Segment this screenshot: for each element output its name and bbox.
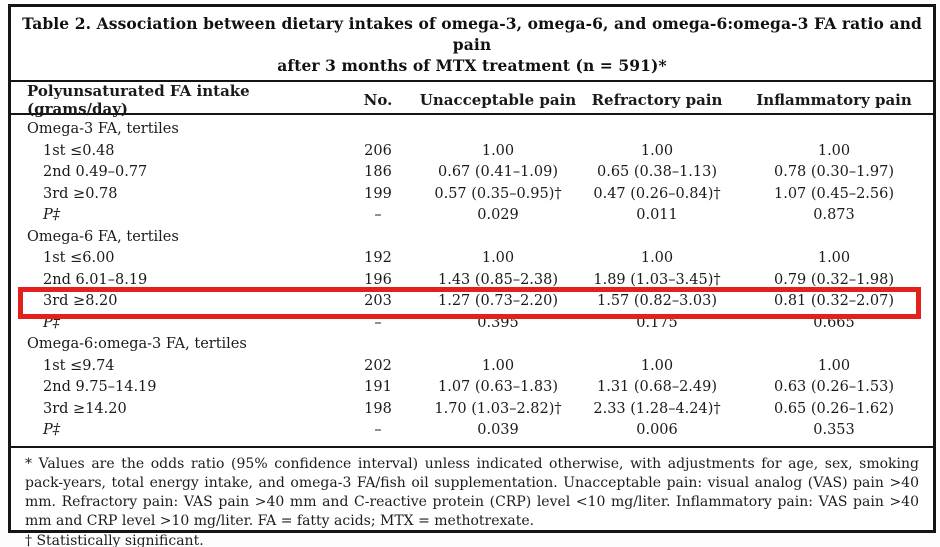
table-title: Table 2. Association between dietary int… (11, 7, 933, 82)
cell-refractory-pain: 0.006 (636, 422, 678, 438)
table-row: 1st ≤6.00 192 1.00 1.00 1.00 (11, 248, 933, 270)
table-row: 2nd 6.01–8.19 196 1.43 (0.85–2.38) 1.89 (1.… (11, 270, 933, 292)
row-label: 3rd ≥8.20 (43, 293, 118, 309)
cell-unacceptable-pain: 1.00 (481, 250, 515, 266)
footnote-dagger: † Statistically significant. (25, 532, 204, 547)
table-row: P‡ – 0.039 0.006 0.353 (11, 420, 933, 442)
cell-no: 191 (364, 379, 392, 395)
cell-no: 199 (364, 185, 392, 202)
row-label: 2nd 6.01–8.19 (43, 271, 148, 288)
cell-inflammatory-pain: 0.63 (0.26–1.53) (773, 379, 895, 395)
cell-refractory-pain: 1.89 (1.03–3.45)† (593, 271, 721, 288)
table-title-line1: Table 2. Association between dietary int… (22, 14, 922, 54)
cell-refractory-pain: 1.31 (0.68–2.49) (596, 379, 718, 395)
cell-refractory-pain: 1.57 (0.82–3.03) (596, 293, 718, 309)
section-header-label: Omega-6 FA, tertiles (27, 228, 179, 245)
cell-unacceptable-pain: 1.70 (1.03–2.82)† (434, 400, 562, 417)
cell-inflammatory-pain: 1.00 (817, 142, 851, 159)
row-label: 2nd 9.75–14.19 (43, 379, 157, 395)
column-header-no: No. (363, 91, 393, 109)
cell-no: 202 (364, 357, 392, 374)
cell-no: 206 (364, 142, 392, 159)
footnotes: * Values are the odds ratio (95% confide… (11, 445, 933, 547)
row-label: 1st ≤0.48 (43, 142, 115, 159)
cell-inflammatory-pain: 0.79 (0.32–1.98) (773, 271, 895, 288)
cell-inflammatory-pain: 1.00 (817, 250, 851, 266)
table-title-line2: after 3 months of MTX treatment (n = 591… (277, 56, 667, 75)
section-header-row: Omega-6:omega-3 FA, tertiles (11, 334, 933, 356)
row-label: P‡ (43, 207, 61, 223)
cell-no: – (374, 422, 382, 438)
row-label: 1st ≤9.74 (43, 357, 115, 374)
cell-refractory-pain: 1.00 (640, 357, 674, 374)
footnote-asterisk: * Values are the odds ratio (95% confide… (25, 455, 919, 530)
column-header-unacceptable-pain: Unacceptable pain (419, 91, 577, 109)
cell-inflammatory-pain: 0.65 (0.26–1.62) (773, 400, 895, 417)
cell-refractory-pain: 1.00 (640, 142, 674, 159)
column-header-inflammatory-pain: Inflammatory pain (756, 91, 912, 109)
cell-inflammatory-pain: 0.665 (813, 314, 855, 331)
table-row: 1st ≤9.74 202 1.00 1.00 1.00 (11, 356, 933, 378)
cell-refractory-pain: 0.47 (0.26–0.84)† (593, 185, 721, 202)
cell-refractory-pain: 2.33 (1.28–4.24)† (593, 400, 721, 417)
cell-no: 198 (364, 400, 392, 417)
table-row: 2nd 0.49–0.77 186 0.67 (0.41–1.09) 0.65 (0.… (11, 162, 933, 184)
cell-refractory-pain: 1.00 (640, 250, 674, 266)
row-label: 3rd ≥0.78 (43, 185, 118, 202)
cell-unacceptable-pain: 0.57 (0.35–0.95)† (434, 185, 562, 202)
table-row: 3rd ≥0.78 199 0.57 (0.35–0.95)† 0.47 (0.26–… (11, 184, 933, 206)
column-header-refractory-pain: Refractory pain (591, 91, 723, 109)
cell-no: 196 (364, 271, 392, 288)
section-header-label: Omega-3 FA, tertiles (27, 121, 179, 137)
cell-inflammatory-pain: 0.353 (813, 422, 855, 438)
cell-unacceptable-pain: 0.029 (477, 207, 519, 223)
table-row: P‡ – 0.029 0.011 0.873 (11, 205, 933, 227)
cell-inflammatory-pain: 1.00 (817, 357, 851, 374)
table-body: Omega-3 FA, tertiles 1st ≤0.48 206 1.00 1.00… (11, 115, 933, 446)
cell-unacceptable-pain: 0.039 (477, 422, 519, 438)
cell-inflammatory-pain: 0.78 (0.30–1.97) (773, 164, 895, 180)
row-label: 2nd 0.49–0.77 (43, 164, 148, 180)
table-row: P‡ – 0.395 0.175 0.665 (11, 313, 933, 335)
table-row: 1st ≤0.48 206 1.00 1.00 1.00 (11, 141, 933, 163)
section-header-row: Omega-3 FA, tertiles (11, 119, 933, 141)
cell-unacceptable-pain: 1.00 (481, 142, 515, 159)
cell-unacceptable-pain: 0.67 (0.41–1.09) (437, 164, 559, 180)
row-label: 3rd ≥14.20 (43, 400, 127, 417)
table-row: 3rd ≥14.20 198 1.70 (1.03–2.82)† 2.33 (1.28… (11, 399, 933, 421)
cell-unacceptable-pain: 1.43 (0.85–2.38) (437, 271, 559, 288)
cell-inflammatory-pain: 1.07 (0.45–2.56) (773, 185, 895, 202)
cell-inflammatory-pain: 0.873 (813, 207, 855, 223)
cell-unacceptable-pain: 1.00 (481, 357, 515, 374)
cell-inflammatory-pain: 0.81 (0.32–2.07) (773, 293, 895, 309)
row-label: P‡ (43, 314, 61, 331)
table-frame: Table 2. Association between dietary int… (8, 4, 936, 547)
cell-unacceptable-pain: 1.27 (0.73–2.20) (437, 293, 559, 309)
cell-no: 192 (364, 250, 392, 266)
table-row: 2nd 9.75–14.19 191 1.07 (0.63–1.83) 1.31 (0… (11, 377, 933, 399)
column-header-row: Polyunsaturated FA intake (grams/day) No… (11, 82, 933, 118)
section-header-label: Omega-6:omega-3 FA, tertiles (27, 336, 247, 352)
row-label: P‡ (43, 422, 61, 438)
cell-refractory-pain: 0.011 (636, 207, 678, 223)
cell-no: – (374, 207, 382, 223)
table-row: 3rd ≥8.20 203 1.27 (0.73–2.20) 1.57 (0.82–3… (11, 287, 933, 319)
row-label: 1st ≤6.00 (43, 250, 115, 266)
cell-no: 203 (364, 293, 392, 309)
cell-refractory-pain: 0.175 (636, 314, 678, 331)
section-header-row: Omega-6 FA, tertiles (11, 227, 933, 249)
cell-unacceptable-pain: 0.395 (477, 314, 519, 331)
cell-refractory-pain: 0.65 (0.38–1.13) (596, 164, 718, 180)
column-header-intake: Polyunsaturated FA intake (grams/day) (27, 82, 250, 118)
cell-no: 186 (364, 164, 392, 180)
cell-unacceptable-pain: 1.07 (0.63–1.83) (437, 379, 559, 395)
cell-no: – (374, 314, 382, 331)
